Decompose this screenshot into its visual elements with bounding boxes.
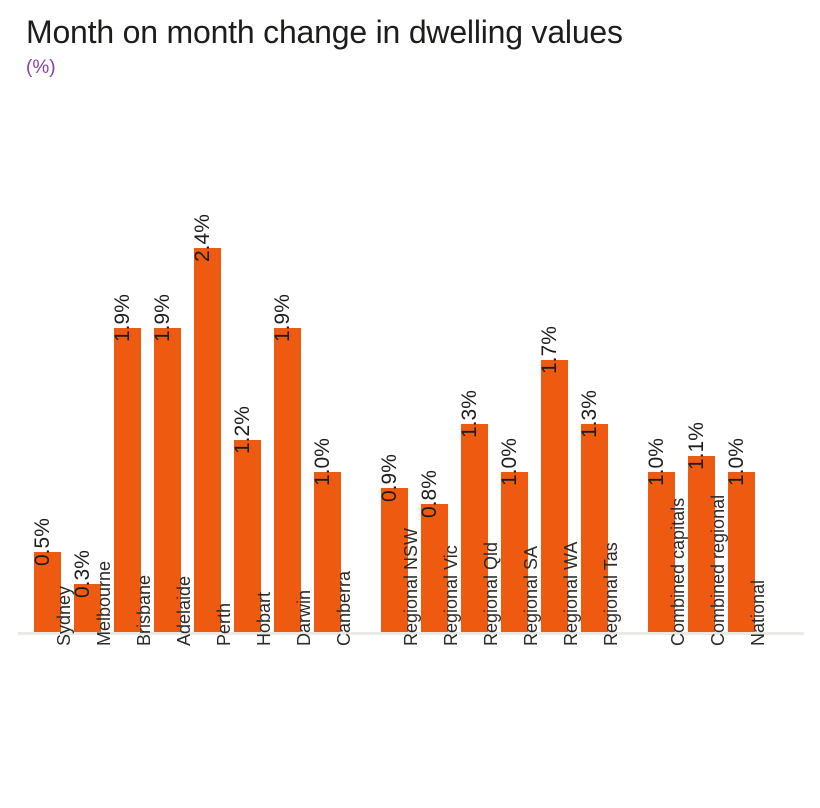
bar-slot: 1.0% Canberra xyxy=(311,0,354,808)
bar-slot: 0.3% Melbourne xyxy=(71,0,114,808)
bar-slot: 2.4% Perth xyxy=(191,0,234,808)
bar-slot: 1.1% Combined regional xyxy=(684,0,728,808)
x-axis-tick-label: Combined regional xyxy=(707,494,728,646)
bar-slot: 1.9% Darwin xyxy=(271,0,314,808)
bar[interactable] xyxy=(194,248,221,632)
bar[interactable] xyxy=(728,472,755,632)
bar[interactable] xyxy=(461,424,488,632)
chart-subtitle: (%) xyxy=(26,56,56,78)
bar[interactable] xyxy=(541,360,568,632)
bar-slot: 1.3% Regional Tas xyxy=(578,0,621,808)
bar-value-label: 1.0% xyxy=(724,438,748,486)
chart-header: Month on month change in dwelling values… xyxy=(26,14,796,80)
bar-slot: 1.0% National xyxy=(724,0,768,808)
bar-slot: 1.9% Adelaide xyxy=(151,0,194,808)
bar-slot: 1.9% Brisbane xyxy=(111,0,154,808)
bar-value-label: 1.1% xyxy=(684,422,708,470)
bar[interactable] xyxy=(581,424,608,632)
bar-slot: 0.8% Regional Vic xyxy=(418,0,461,808)
bar-slot: 0.9% Regional NSW xyxy=(378,0,421,808)
bar[interactable] xyxy=(501,472,528,632)
bar[interactable] xyxy=(314,472,341,632)
bar-slot: 0.5% Sydney xyxy=(31,0,74,808)
x-axis-tick-label: National xyxy=(747,579,768,646)
bar-slot: 1.7% Regional WA xyxy=(538,0,581,808)
page-title: Month on month change in dwelling values xyxy=(26,14,623,50)
bar[interactable] xyxy=(381,488,408,632)
bar[interactable] xyxy=(274,328,301,632)
bar-slot: 1.2% Hobart xyxy=(231,0,274,808)
x-axis-tick-label: Combined capitals xyxy=(667,497,688,646)
axis-baseline xyxy=(18,632,804,635)
bar-value-label: 1.0% xyxy=(644,438,668,486)
bar[interactable] xyxy=(688,456,715,632)
bar-slot: 1.3% Regional Qld xyxy=(458,0,501,808)
bar-slot: 1.0% Regional SA xyxy=(498,0,541,808)
bar-slot: 1.0% Combined capitals xyxy=(644,0,688,808)
bar[interactable] xyxy=(648,472,675,632)
bar[interactable] xyxy=(114,328,141,632)
bar[interactable] xyxy=(74,584,101,632)
bar[interactable] xyxy=(34,552,61,632)
bar[interactable] xyxy=(234,440,261,632)
bar[interactable] xyxy=(154,328,181,632)
bar[interactable] xyxy=(421,504,448,632)
